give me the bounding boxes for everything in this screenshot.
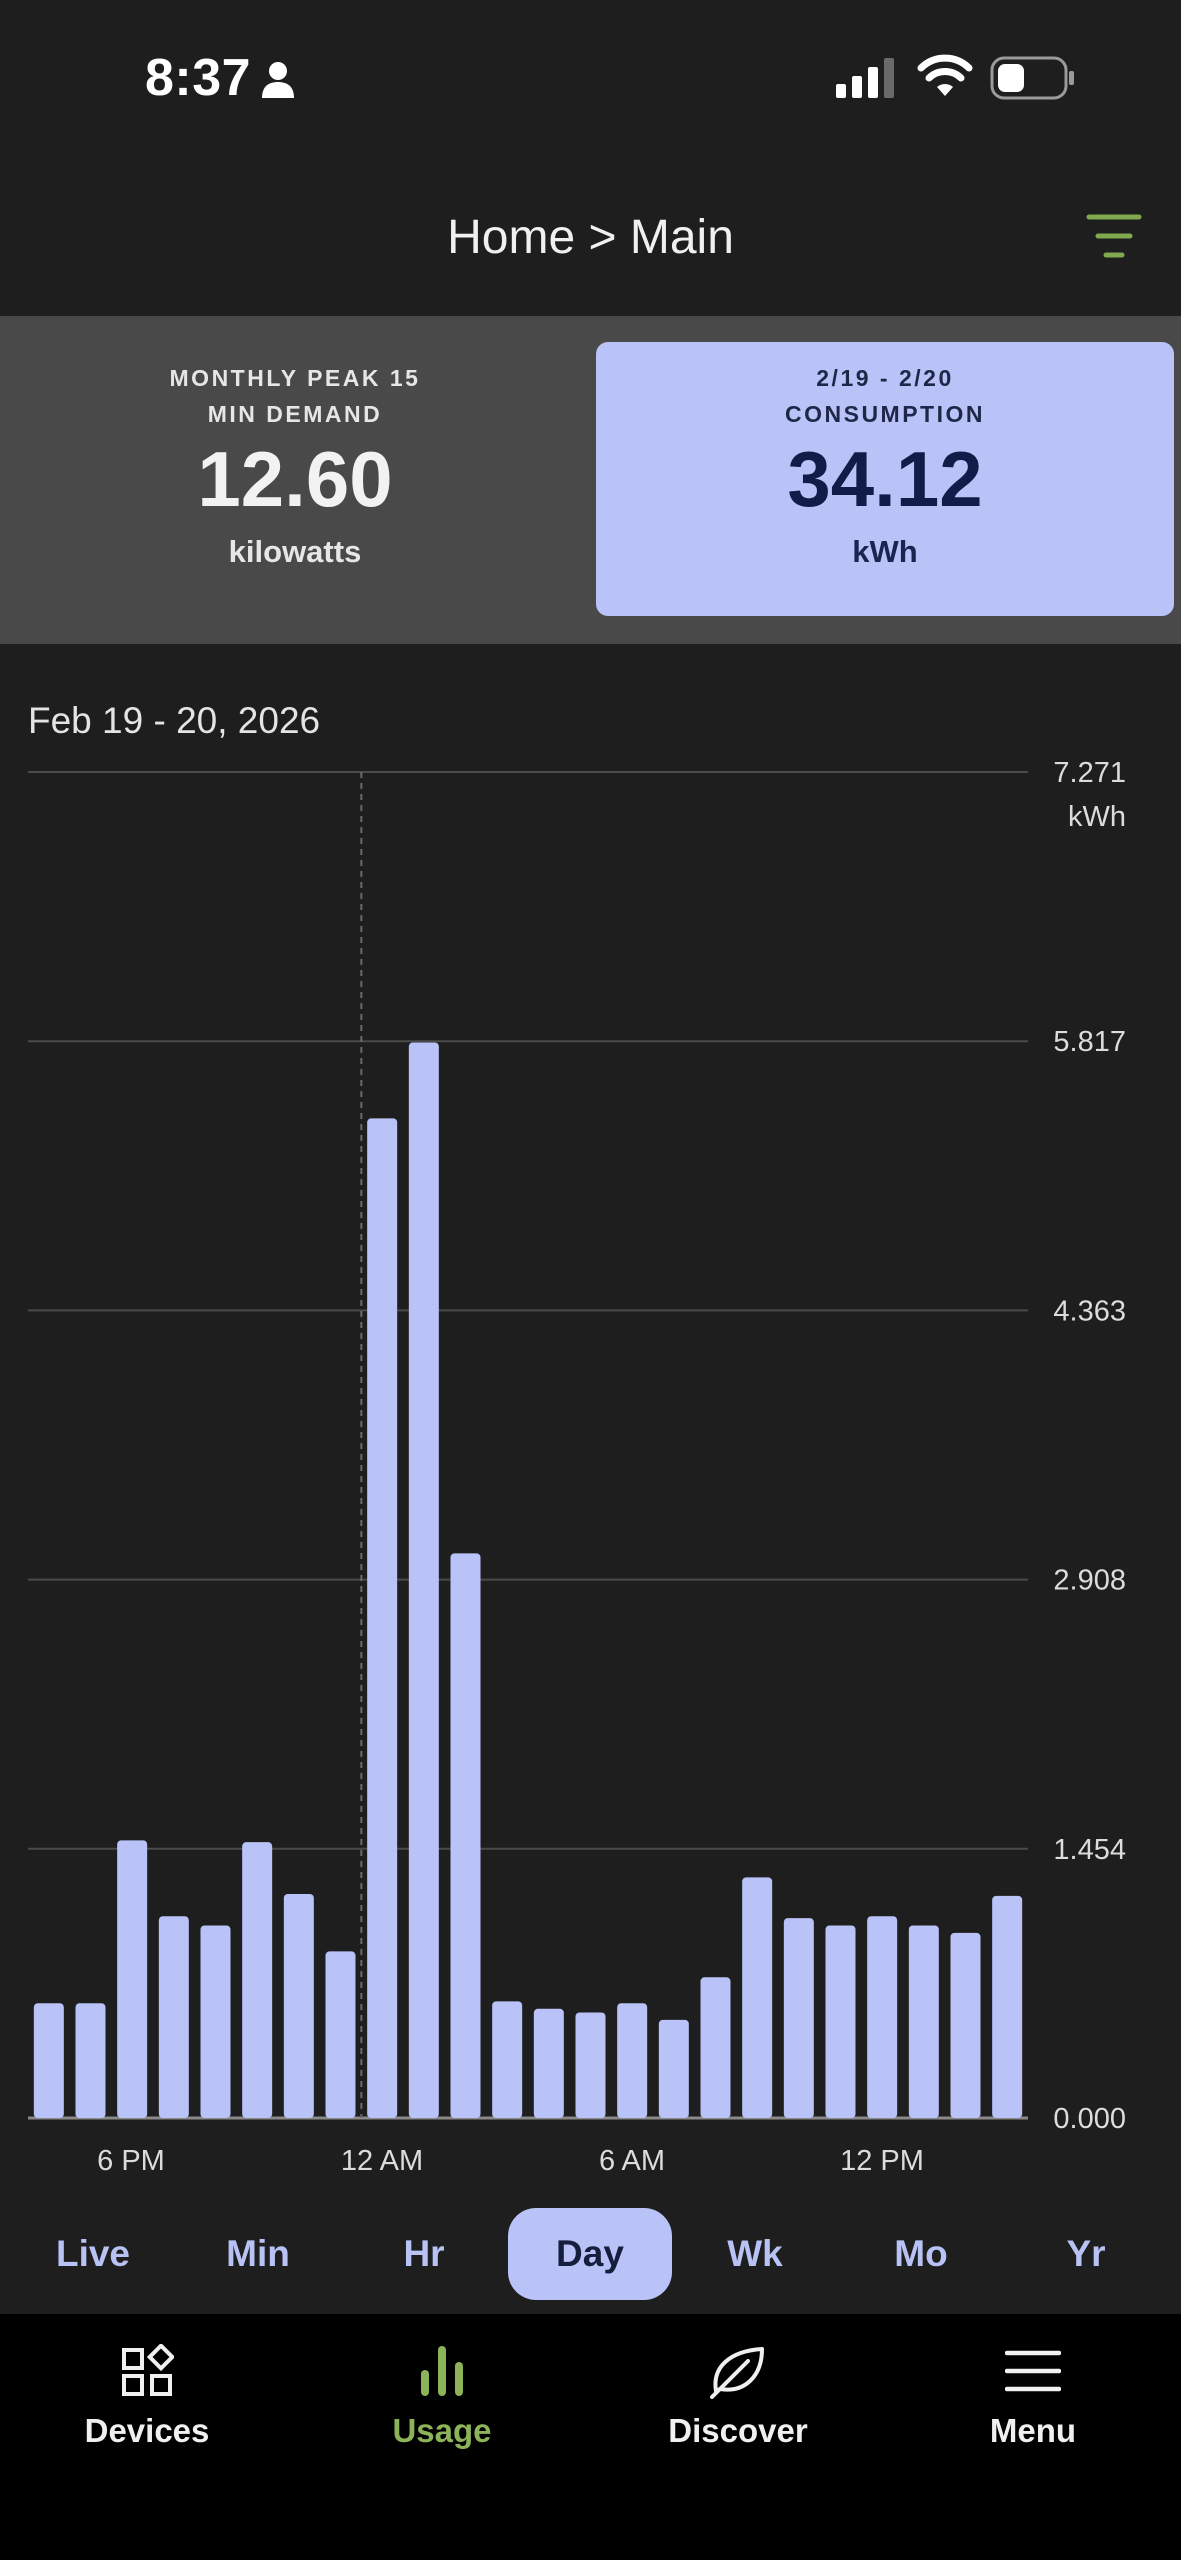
usage-bar-chart[interactable]: 0.000 1.454 2.908 4.363 5.817 7.271 kWh 6 PM 12 … xyxy=(0,740,1181,2180)
summary-cards: MONTHLY PEAK 15 MIN DEMAND 12.60 kilowat… xyxy=(0,316,1181,644)
usage-bar[interactable] xyxy=(200,1925,231,2118)
y-tick-label: 0.000 xyxy=(1053,2103,1126,2135)
usage-bar[interactable] xyxy=(158,1916,189,2118)
peak-label-line2: MIN DEMAND xyxy=(207,401,383,427)
usage-bar[interactable] xyxy=(450,1553,481,2118)
x-tick-label: 6 AM xyxy=(599,2145,665,2177)
usage-bar[interactable] xyxy=(783,1918,814,2118)
usage-bar[interactable] xyxy=(617,2003,648,2118)
range-option-wk[interactable]: Wk xyxy=(727,2233,783,2274)
range-option-min[interactable]: Min xyxy=(226,2233,290,2274)
usage-bar[interactable] xyxy=(325,1951,356,2118)
peak-demand-label: MONTHLY PEAK 15 MIN DEMAND xyxy=(0,342,590,432)
status-time: 8:37 xyxy=(145,49,252,107)
range-option-mo[interactable]: Mo xyxy=(894,2233,948,2274)
nav-menu-label: Menu xyxy=(989,2412,1077,2449)
usage-bar[interactable] xyxy=(367,1118,398,2118)
person-icon xyxy=(260,60,296,105)
usage-bar[interactable] xyxy=(908,1925,939,2118)
peak-demand-value: 12.60 xyxy=(197,435,393,523)
app-header: Home > Main xyxy=(0,160,1181,316)
consumption-label: 2/19 - 2/20 CONSUMPTION xyxy=(596,342,1174,432)
consumption-label-line2: CONSUMPTION xyxy=(785,401,985,427)
peak-label-line1: MONTHLY PEAK 15 xyxy=(169,365,421,391)
usage-bar[interactable] xyxy=(867,1916,898,2118)
y-tick-label: 1.454 xyxy=(1053,1834,1126,1866)
y-tick-label: 2.908 xyxy=(1053,1565,1126,1597)
usage-bar[interactable] xyxy=(242,1842,273,2118)
cellular-signal-icon xyxy=(836,58,898,103)
nav-usage-label: Usage xyxy=(392,2412,492,2449)
usage-bar[interactable] xyxy=(117,1840,148,2118)
filter-icon[interactable] xyxy=(1086,212,1142,267)
bottom-navigation: Devices Usage Discover Men xyxy=(0,2314,1181,2560)
usage-bar[interactable] xyxy=(575,2012,606,2118)
usage-bar[interactable] xyxy=(492,2001,523,2118)
peak-demand-card[interactable]: MONTHLY PEAK 15 MIN DEMAND 12.60 kilowat… xyxy=(0,342,590,616)
chart-date-range: Feb 19 - 20, 2026 xyxy=(28,700,321,741)
bar-chart-icon xyxy=(322,2336,562,2406)
y-tick-label: 5.817 xyxy=(1053,1026,1126,1058)
hamburger-menu-icon xyxy=(913,2336,1153,2406)
status-bar: 8:37 xyxy=(0,0,1181,160)
consumption-value: 34.12 xyxy=(787,435,983,523)
range-option-yr[interactable]: Yr xyxy=(1066,2233,1106,2274)
usage-bar[interactable] xyxy=(533,2008,564,2118)
nav-discover[interactable]: Discover xyxy=(618,2336,858,2450)
usage-bar[interactable] xyxy=(658,2019,689,2118)
nav-usage[interactable]: Usage xyxy=(322,2336,562,2450)
usage-bar[interactable] xyxy=(33,2003,64,2118)
consumption-label-line1: 2/19 - 2/20 xyxy=(816,365,954,391)
nav-discover-label: Discover xyxy=(668,2412,808,2449)
page-title: Home > Main xyxy=(447,211,734,264)
devices-icon xyxy=(27,2336,267,2406)
time-range-selector: Live Min Hr Day Wk Mo Yr xyxy=(0,2208,1181,2314)
usage-bar[interactable] xyxy=(408,1042,439,2118)
consumption-unit: kWh xyxy=(852,534,918,569)
x-tick-label: 12 AM xyxy=(341,2145,423,2177)
y-tick-label: 7.271 xyxy=(1053,757,1126,789)
peak-demand-unit: kilowatts xyxy=(228,534,362,569)
range-option-hr[interactable]: Hr xyxy=(403,2233,445,2274)
usage-bar[interactable] xyxy=(283,1894,314,2118)
consumption-card[interactable]: 2/19 - 2/20 CONSUMPTION 34.12 kWh xyxy=(596,342,1174,616)
nav-devices[interactable]: Devices xyxy=(27,2336,267,2450)
y-tick-label: 4.363 xyxy=(1053,1295,1126,1327)
usage-bar[interactable] xyxy=(742,1877,773,2118)
usage-bar[interactable] xyxy=(992,1895,1023,2118)
nav-devices-label: Devices xyxy=(84,2412,210,2449)
wifi-icon xyxy=(917,54,973,103)
x-tick-label: 12 PM xyxy=(840,2145,924,2177)
x-tick-label: 6 PM xyxy=(97,2145,165,2177)
nav-menu[interactable]: Menu xyxy=(913,2336,1153,2450)
usage-bar[interactable] xyxy=(825,1925,856,2118)
usage-bar[interactable] xyxy=(700,1977,731,2118)
battery-icon xyxy=(990,56,1076,105)
usage-bar[interactable] xyxy=(950,1932,981,2118)
range-option-live[interactable]: Live xyxy=(55,2233,131,2274)
leaf-icon xyxy=(618,2336,858,2406)
y-axis-unit: kWh xyxy=(1068,801,1126,833)
usage-bar[interactable] xyxy=(75,2003,106,2118)
range-option-day[interactable]: Day xyxy=(508,2208,672,2300)
